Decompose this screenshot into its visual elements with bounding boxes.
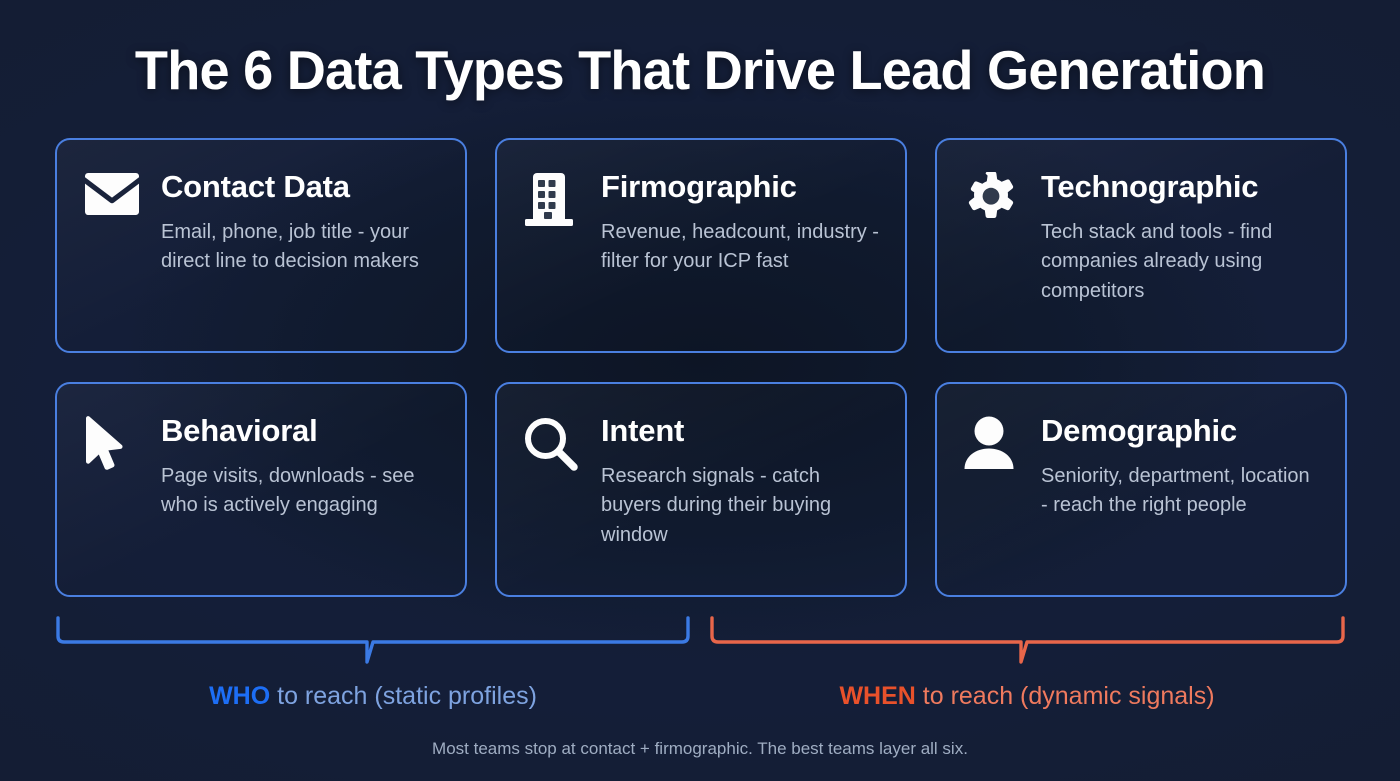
card-title: Behavioral [161,413,318,448]
bracket-when [710,616,1345,664]
group-brackets [56,616,1345,664]
group-label-when: WHEN to reach (dynamic signals) [711,682,1343,711]
card-description: Research signals - catch buyers during t… [601,464,832,546]
magnifier-icon [523,414,601,472]
card-demographic[interactable]: Demographic Seniority, department, locat… [935,382,1347,597]
card-intent[interactable]: Intent Research signals - catch buyers d… [495,382,907,597]
card-description: Seniority, department, location - reach … [1041,464,1310,517]
card-description: Revenue, headcount, industry - filter fo… [601,220,879,273]
card-title: Demographic [1041,413,1237,448]
card-title: Firmographic [601,169,797,204]
person-icon [963,414,1041,470]
footer-note: Most teams stop at contact + firmographi… [432,739,968,758]
envelope-icon [83,170,161,216]
group-label-who-strong: WHO [209,682,271,710]
data-type-card-grid: Contact Data Email, phone, job title - y… [55,138,1347,597]
gear-icon [963,170,1041,228]
card-behavioral[interactable]: Behavioral Page visits, downloads - see … [55,382,467,597]
page-title: The 6 Data Types That Drive Lead Generat… [134,39,1266,101]
group-label-when-rest: to reach (dynamic signals) [915,682,1215,710]
card-contact-data[interactable]: Contact Data Email, phone, job title - y… [55,138,467,353]
card-title: Technographic [1041,169,1259,204]
card-technographic[interactable]: Technographic Tech stack and tools - fin… [935,138,1347,353]
building-icon [523,170,601,228]
card-description: Tech stack and tools - find companies al… [1041,220,1273,302]
card-description: Page visits, downloads - see who is acti… [161,464,415,517]
card-firmographic[interactable]: Firmographic Revenue, headcount, industr… [495,138,907,353]
card-title: Intent [601,413,685,448]
bracket-who [56,616,690,664]
cursor-arrow-icon [83,414,161,474]
card-description: Email, phone, job title - your direct li… [161,220,419,273]
group-label-who-rest: to reach (static profiles) [270,682,537,710]
group-label-when-strong: WHEN [839,682,916,710]
card-title: Contact Data [161,169,350,204]
group-label-who: WHO to reach (static profiles) [57,682,689,711]
